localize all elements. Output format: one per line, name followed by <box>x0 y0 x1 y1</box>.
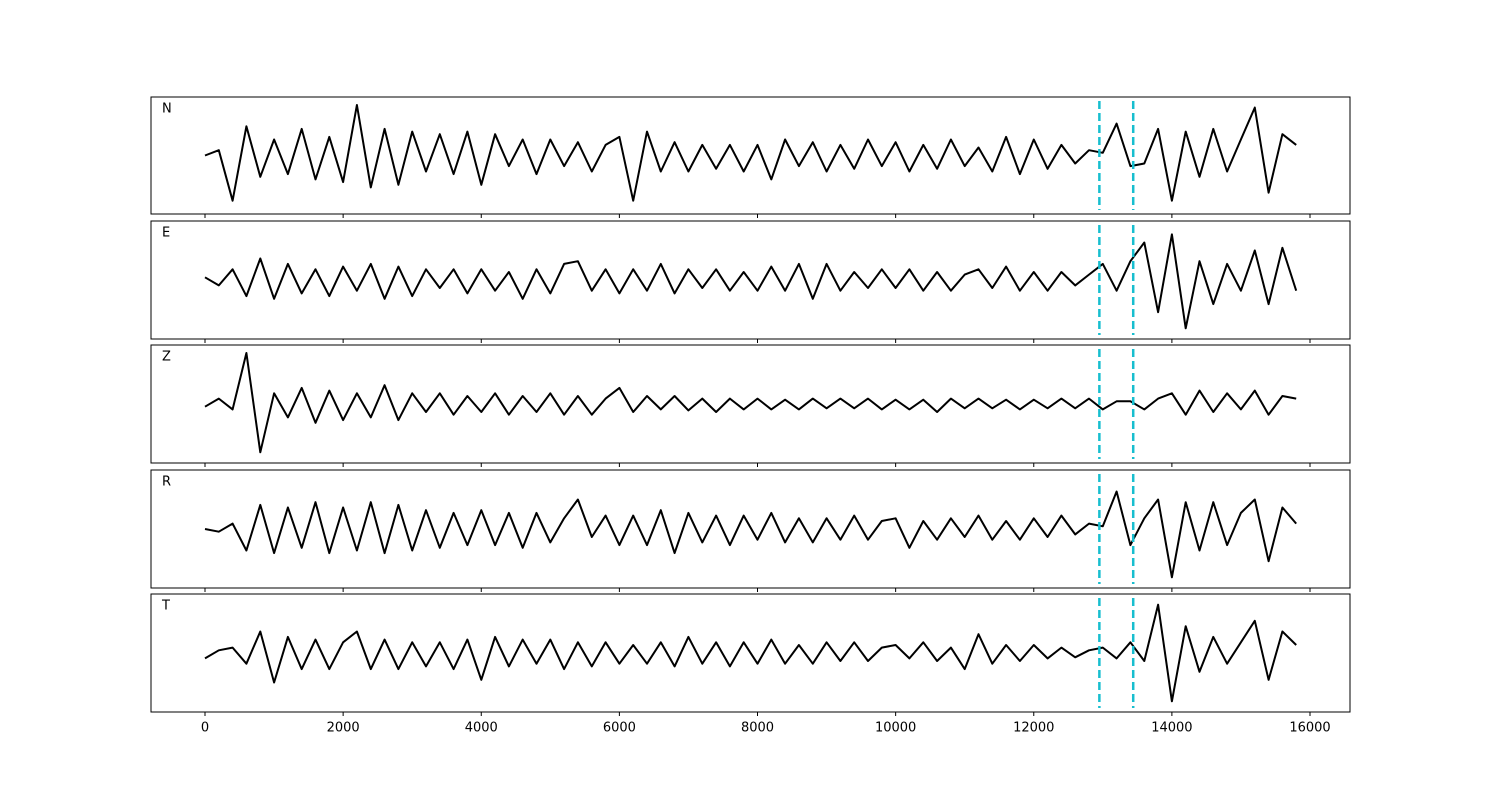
trace <box>204 104 1297 202</box>
panel-label: Z <box>162 350 171 365</box>
x-tick-label: 6000 <box>603 721 636 736</box>
x-tick-label: 4000 <box>465 721 498 736</box>
trace <box>204 603 1297 703</box>
panel-label: E <box>162 226 170 241</box>
panel-label: T <box>161 599 170 614</box>
panel-frame <box>150 96 1351 215</box>
x-tick-label: 14000 <box>1151 721 1192 736</box>
x-tick-label: 10000 <box>875 721 916 736</box>
panel-label: N <box>162 102 172 117</box>
panel-label: R <box>162 475 171 490</box>
x-tick-label: 0 <box>201 721 209 736</box>
trace <box>204 352 1297 454</box>
panel-frame <box>150 344 1351 464</box>
x-tick-label: 16000 <box>1289 721 1330 736</box>
trace <box>204 233 1298 330</box>
panel-frame <box>150 469 1351 589</box>
x-tick-label: 8000 <box>741 721 774 736</box>
x-tick-label: 12000 <box>1013 721 1054 736</box>
panel-frame <box>150 593 1351 713</box>
x-tick-label: 2000 <box>327 721 360 736</box>
panel-frame <box>150 220 1351 340</box>
trace <box>204 490 1297 579</box>
